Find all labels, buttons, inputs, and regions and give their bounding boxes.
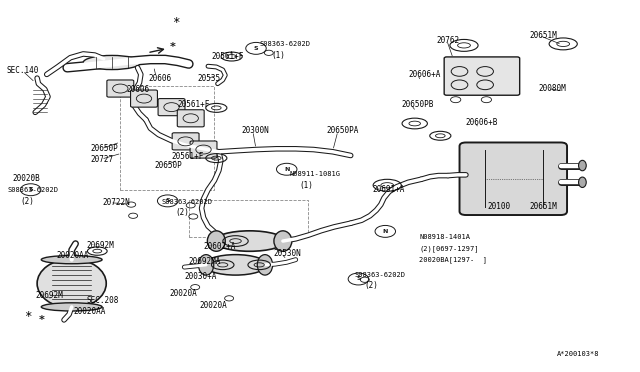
Text: 20651M: 20651M	[530, 202, 557, 211]
Text: 20080M: 20080M	[539, 84, 566, 93]
Text: 20100: 20100	[488, 202, 511, 211]
Text: N08918-1401A: N08918-1401A	[419, 234, 470, 240]
Ellipse shape	[42, 303, 102, 311]
Text: 20561+F: 20561+F	[211, 52, 244, 61]
Ellipse shape	[198, 254, 214, 275]
Text: 20020AA: 20020AA	[56, 251, 89, 260]
Text: (2): (2)	[20, 197, 35, 206]
Text: 20020BA[1297-  ]: 20020BA[1297- ]	[419, 256, 487, 263]
Text: 20020A: 20020A	[200, 301, 227, 310]
Text: 20020A: 20020A	[170, 289, 197, 298]
Ellipse shape	[204, 254, 267, 275]
Text: 20727: 20727	[91, 155, 114, 164]
Text: *: *	[38, 315, 45, 325]
Text: 20650PA: 20650PA	[326, 126, 359, 135]
Text: 20606: 20606	[148, 74, 172, 83]
Text: 20691+A: 20691+A	[372, 185, 405, 194]
Text: 20650P: 20650P	[91, 144, 118, 153]
Text: (1): (1)	[300, 181, 314, 190]
Ellipse shape	[83, 55, 141, 70]
Text: 20530N: 20530N	[274, 249, 301, 258]
Ellipse shape	[579, 160, 586, 171]
Text: A*200103*8: A*200103*8	[557, 351, 599, 357]
Text: 20030+A: 20030+A	[184, 272, 217, 280]
Ellipse shape	[214, 231, 285, 251]
Text: 20692MA: 20692MA	[189, 257, 221, 266]
Ellipse shape	[37, 259, 106, 308]
Text: 20606: 20606	[127, 85, 150, 94]
Text: SEC.208: SEC.208	[86, 296, 119, 305]
Text: *: *	[172, 16, 179, 29]
Text: (2): (2)	[365, 281, 379, 290]
Ellipse shape	[579, 177, 586, 187]
Text: 20300N: 20300N	[242, 126, 269, 135]
Text: 20561+F: 20561+F	[172, 153, 204, 161]
Text: S08363-6202D: S08363-6202D	[161, 199, 212, 205]
Text: 20602+A: 20602+A	[204, 242, 236, 251]
Text: 20020AA: 20020AA	[74, 307, 106, 316]
Text: S: S	[356, 276, 361, 282]
Text: (1): (1)	[271, 51, 285, 60]
Text: 20722N: 20722N	[102, 198, 130, 207]
FancyBboxPatch shape	[177, 110, 204, 127]
FancyBboxPatch shape	[158, 99, 185, 116]
Text: S: S	[165, 198, 170, 203]
FancyBboxPatch shape	[460, 142, 567, 215]
Text: S08363-6202D: S08363-6202D	[260, 41, 311, 47]
Text: 20650P: 20650P	[155, 161, 182, 170]
Text: 20606+A: 20606+A	[408, 70, 441, 79]
Text: 20651M: 20651M	[530, 31, 557, 40]
Text: 20762: 20762	[436, 36, 460, 45]
Text: (2): (2)	[175, 208, 189, 217]
Text: N: N	[284, 167, 289, 172]
Text: 20561+F: 20561+F	[178, 100, 211, 109]
FancyBboxPatch shape	[107, 80, 134, 97]
FancyBboxPatch shape	[172, 133, 199, 150]
FancyBboxPatch shape	[131, 90, 157, 107]
Text: N: N	[383, 229, 388, 234]
Text: SEC.140: SEC.140	[6, 66, 39, 75]
Text: 20606+B: 20606+B	[466, 118, 499, 126]
Ellipse shape	[42, 256, 102, 264]
Text: S08363-6202D: S08363-6202D	[355, 272, 406, 278]
Text: 20020B: 20020B	[13, 174, 40, 183]
Text: N08911-1081G: N08911-1081G	[289, 171, 340, 177]
FancyBboxPatch shape	[444, 57, 520, 95]
Text: *: *	[170, 42, 176, 52]
Text: 20535: 20535	[197, 74, 220, 83]
Text: (2)[0697-1297]: (2)[0697-1297]	[419, 245, 479, 252]
Text: 20692M: 20692M	[35, 291, 63, 300]
Text: *: *	[24, 311, 32, 323]
Ellipse shape	[274, 231, 292, 251]
Text: 20692M: 20692M	[86, 241, 114, 250]
Text: S: S	[28, 187, 33, 192]
Text: S08363-6202D: S08363-6202D	[8, 187, 59, 193]
Text: S: S	[253, 46, 259, 51]
Ellipse shape	[257, 254, 273, 275]
Ellipse shape	[207, 231, 225, 251]
FancyBboxPatch shape	[190, 141, 217, 158]
Text: 20650PB: 20650PB	[402, 100, 435, 109]
